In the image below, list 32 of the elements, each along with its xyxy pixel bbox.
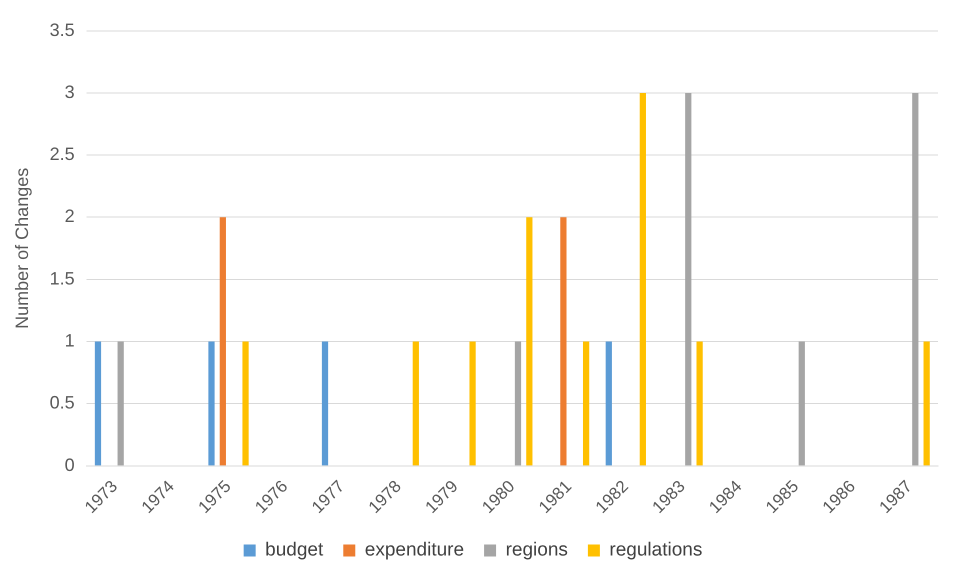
bar	[560, 217, 567, 466]
legend-label: regulations	[609, 540, 702, 561]
bar	[696, 342, 703, 466]
y-tick-label: 0	[64, 454, 75, 475]
bar	[118, 342, 124, 466]
bar	[94, 342, 102, 466]
y-tick-label: 3.5	[50, 20, 75, 40]
y-tick-label: 1.5	[50, 268, 75, 288]
bar	[685, 92, 692, 466]
bar	[924, 342, 930, 466]
bar	[912, 92, 918, 466]
legend-label: budget	[265, 540, 324, 561]
bar	[640, 92, 646, 466]
bar	[798, 342, 805, 466]
legend-label: regions	[506, 540, 568, 561]
bar	[412, 342, 419, 466]
bar	[606, 342, 612, 466]
bar	[242, 342, 249, 466]
bar	[220, 217, 226, 466]
bar	[526, 217, 532, 466]
y-tick-label: 0.5	[50, 392, 75, 413]
legend-label: expenditure	[364, 540, 464, 561]
y-tick-label: 3	[64, 82, 75, 102]
bar	[582, 342, 590, 466]
y-tick-label: 2	[64, 206, 75, 226]
bar	[322, 342, 328, 466]
y-tick-label: 2.5	[50, 144, 75, 164]
bar	[469, 342, 476, 466]
bar	[208, 342, 215, 466]
y-tick-label: 1	[64, 330, 75, 351]
bar	[514, 342, 522, 466]
y-axis-title: Number of Changes	[12, 168, 32, 329]
